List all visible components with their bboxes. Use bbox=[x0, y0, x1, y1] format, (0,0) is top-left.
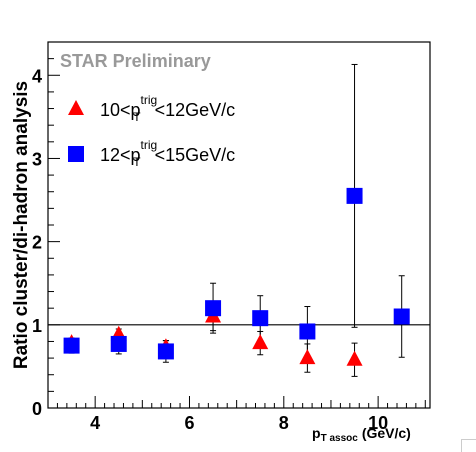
x-axis-label: pT assoc (GeV/c) bbox=[312, 425, 411, 444]
blue-square-point bbox=[393, 308, 410, 325]
x-tick-label: 10 bbox=[368, 413, 388, 433]
x-tick-label: 4 bbox=[90, 413, 100, 433]
legend-entry-label: 10<ptrig T <12GeV/c bbox=[100, 93, 235, 124]
x-tick-label: 6 bbox=[184, 413, 194, 433]
red-triangle-legend-marker bbox=[68, 100, 84, 115]
y-tick-label: 2 bbox=[32, 233, 42, 253]
watermark-star-preliminary: STAR Preliminary bbox=[60, 51, 211, 71]
blue-square-point bbox=[299, 323, 316, 340]
data-points bbox=[63, 187, 410, 366]
y-tick-label: 1 bbox=[32, 316, 42, 336]
blue-square-legend-marker bbox=[68, 146, 84, 162]
blue-square-point bbox=[252, 310, 269, 327]
legend: 10<ptrig T <12GeV/c 12<ptrig T <15GeV/c bbox=[68, 93, 235, 169]
blue-square-point bbox=[157, 343, 174, 360]
y-tick-label: 0 bbox=[32, 399, 42, 419]
blue-square-point bbox=[110, 335, 127, 352]
corner-mark bbox=[461, 439, 476, 452]
y-axis-label: Ratio cluster/di-hadron analysis bbox=[11, 81, 32, 369]
x-axis-label-unit: (GeV/c) bbox=[362, 425, 411, 441]
legend-entry-label: 12<ptrig T <15GeV/c bbox=[100, 138, 235, 169]
y-tick-label: 4 bbox=[32, 66, 42, 86]
axes: 4 6 8 10 0 1 2 3 4 bbox=[32, 41, 426, 433]
x-axis-label-main: p bbox=[312, 425, 321, 441]
red-triangle-point bbox=[299, 349, 316, 365]
blue-square-point bbox=[63, 337, 80, 354]
plot-frame bbox=[47, 41, 431, 409]
x-tick-label: 8 bbox=[279, 413, 289, 433]
red-triangle-point bbox=[252, 334, 269, 350]
y-tick-label: 3 bbox=[32, 149, 42, 169]
x-axis-label-sub: T assoc bbox=[321, 433, 359, 444]
red-triangle-point bbox=[346, 350, 363, 366]
blue-square-point bbox=[346, 187, 363, 204]
blue-square-point bbox=[205, 300, 222, 317]
